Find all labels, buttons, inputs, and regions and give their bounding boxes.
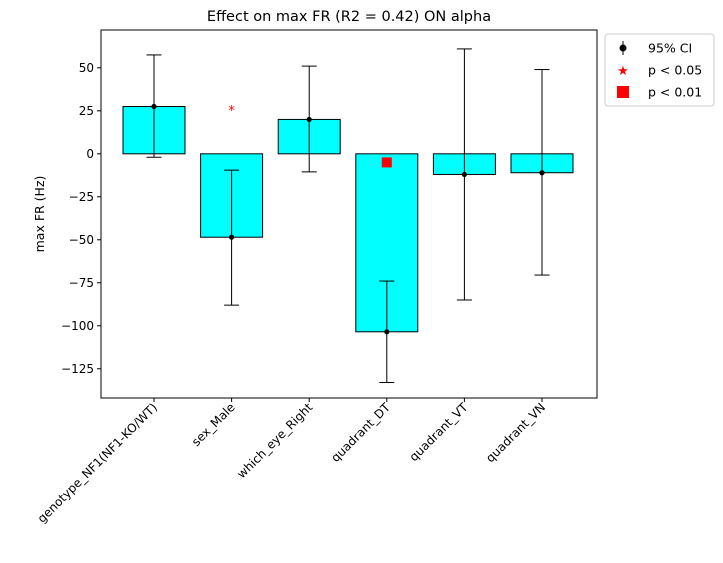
significance-square-marker (381, 157, 392, 168)
legend-label: 95% CI (648, 41, 692, 56)
significance-star-marker: * (228, 104, 235, 119)
y-tick-label: −25 (69, 190, 94, 204)
legend-label: p < 0.05 (648, 63, 702, 78)
x-tick-label: quadrant_DT (328, 400, 393, 465)
legend: 95% CI ★ p < 0.05 p < 0.01 (604, 33, 715, 107)
y-tick-label: −50 (69, 233, 94, 247)
x-tick-label: quadrant_VT (407, 400, 471, 464)
y-tick-label: 50 (79, 61, 94, 75)
legend-square-icon (617, 86, 629, 98)
chart-title: Effect on max FR (R2 = 0.42) ON alpha (207, 9, 491, 25)
estimate-dot (539, 170, 545, 176)
estimate-dot (306, 116, 312, 123)
y-tick-label: −125 (61, 362, 94, 376)
x-tick-label: quadrant_VN (483, 400, 548, 465)
legend-label: p < 0.01 (648, 85, 702, 100)
y-tick-label: −100 (61, 319, 94, 333)
plot-area: 50 25 0 −25 −50 −75 −100 −125 * genotype_NF1(NF1-… (35, 48, 574, 526)
x-tick-label: sex_Male (189, 400, 238, 449)
y-tick-label: −75 (69, 276, 94, 290)
estimate-dot (151, 103, 157, 110)
y-tick-label: 0 (86, 147, 94, 161)
y-axis-label: max FR (Hz) (32, 176, 47, 253)
y-tick-label: 25 (79, 104, 94, 118)
x-tick-label: genotype_NF1(NF1-KO/WT) (35, 400, 160, 525)
plot-frame (100, 29, 598, 399)
estimate-dot (461, 171, 467, 178)
legend-star-icon: ★ (617, 64, 629, 79)
estimate-dot (384, 329, 390, 335)
x-tick-label: which_eye_Right (234, 400, 315, 481)
estimate-dot (229, 234, 235, 240)
legend-frame (604, 33, 715, 107)
legend-dot-icon (619, 44, 627, 52)
